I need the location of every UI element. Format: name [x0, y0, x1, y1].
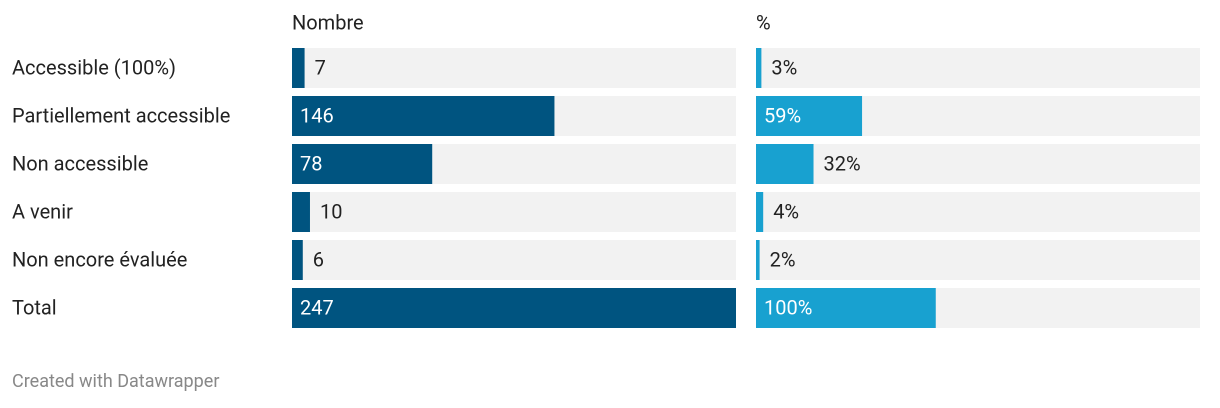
bar — [292, 144, 433, 184]
row-label: Partiellement accessible — [12, 103, 230, 127]
bar — [292, 240, 303, 280]
value-label: 2% — [770, 247, 796, 271]
value-label: 59% — [764, 103, 801, 127]
bar — [292, 96, 555, 136]
bar — [292, 192, 310, 232]
bar-background — [292, 192, 736, 232]
bar-background — [756, 240, 1200, 280]
value-label: 3% — [771, 55, 797, 79]
value-label: 78 — [300, 151, 322, 175]
value-label: 6 — [313, 247, 324, 271]
value-label: 32% — [824, 151, 861, 175]
value-label: 10 — [320, 199, 342, 223]
bar — [756, 96, 863, 136]
bar-background — [292, 240, 736, 280]
bar — [292, 48, 305, 88]
bar-background — [756, 144, 1200, 184]
bar — [756, 144, 814, 184]
value-label: 4% — [773, 199, 799, 223]
bar — [756, 48, 762, 88]
bar — [292, 288, 736, 328]
bar-background — [292, 48, 736, 88]
bar-background — [756, 192, 1200, 232]
row-label: Non accessible — [12, 151, 148, 175]
row-label: Non encore évaluée — [12, 247, 187, 271]
bar — [756, 192, 764, 232]
row-label: Total — [12, 295, 57, 319]
value-label: 247 — [300, 295, 334, 319]
value-label: 7 — [315, 55, 326, 79]
value-label: 146 — [300, 103, 334, 127]
row-label: Accessible (100%) — [12, 55, 176, 79]
bar — [756, 240, 760, 280]
bar-background — [756, 48, 1200, 88]
row-label: A venir — [12, 199, 73, 223]
bar — [756, 288, 936, 328]
value-label: 100% — [764, 295, 812, 319]
column-header: Nombre — [292, 10, 364, 34]
footer: Created with Datawrapper — [12, 371, 219, 392]
column-header: % — [756, 10, 771, 34]
